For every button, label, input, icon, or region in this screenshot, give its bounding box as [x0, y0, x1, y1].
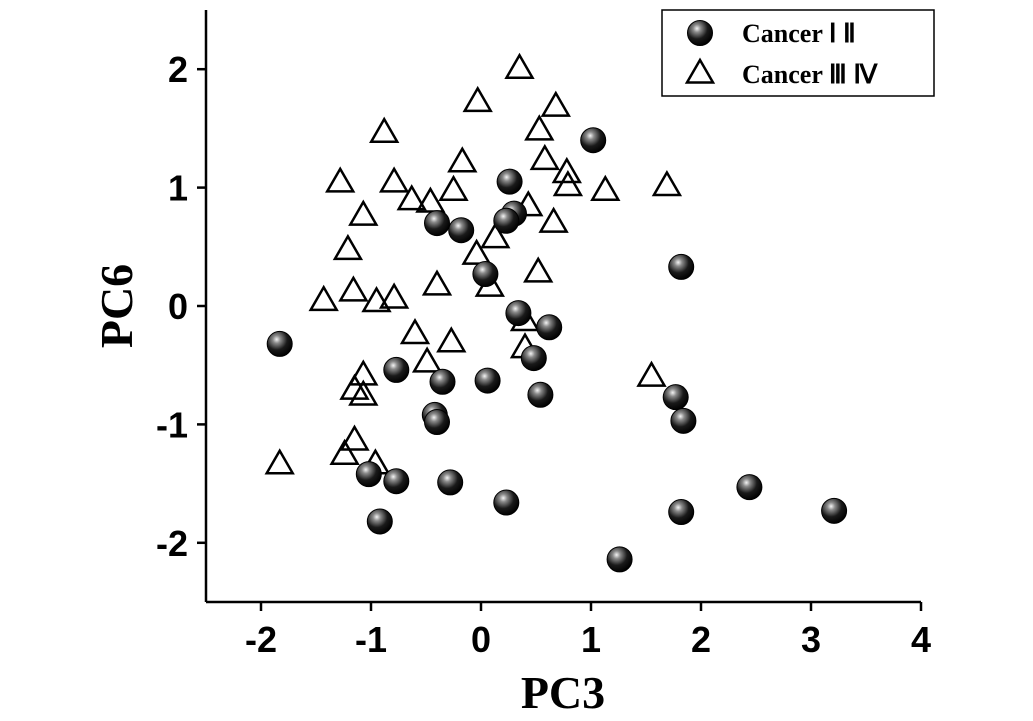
data-point-cancer-1-2: [424, 409, 450, 436]
data-point-cancer-3-4: [325, 166, 356, 193]
data-point-cancer-3-4: [438, 174, 469, 201]
data-point-cancer-1-2: [668, 499, 695, 526]
x-tick-label: -1: [355, 619, 387, 660]
data-point-cancer-1-2: [448, 217, 475, 244]
data-point-cancer-3-4: [332, 233, 364, 261]
data-point-cancer-3-4: [461, 238, 492, 265]
data-point-cancer-3-4: [339, 424, 370, 451]
data-point-cancer-3-4: [361, 285, 392, 313]
data-point-cancer-3-4: [552, 169, 584, 197]
y-tick-label: -2: [156, 523, 188, 564]
data-point-cancer-1-2: [437, 469, 464, 496]
x-tick-label: 0: [471, 619, 491, 660]
x-tick-label: 1: [581, 619, 601, 660]
data-point-cancer-3-4: [651, 169, 683, 197]
y-axis-title: PC6: [91, 264, 142, 348]
data-point-cancer-3-4: [348, 379, 379, 406]
data-point-cancer-1-2: [505, 300, 532, 327]
data-point-cancer-3-4: [378, 166, 410, 193]
data-point-cancer-3-4: [462, 85, 493, 113]
data-point-cancer-1-2: [493, 489, 520, 516]
data-point-cancer-3-4: [378, 282, 410, 309]
legend-marker-sphere: [687, 20, 713, 46]
data-point-cancer-1-2: [266, 330, 293, 357]
data-point-cancer-3-4: [504, 52, 535, 80]
x-tick-label: 4: [911, 619, 931, 660]
y-tick-label: -1: [156, 404, 188, 445]
data-point-cancer-3-4: [308, 284, 339, 312]
x-axis: -2 -1 0 1 2 3 4: [245, 602, 931, 660]
y-tick-label: 0: [168, 286, 188, 327]
data-point-cancer-3-4: [415, 186, 446, 213]
data-point-cancer-1-2: [580, 127, 607, 154]
data-point-cancer-1-2: [472, 261, 499, 288]
data-point-cancer-1-2: [424, 210, 450, 237]
data-point-cancer-3-4: [338, 275, 369, 302]
data-point-cancer-3-4: [524, 114, 555, 141]
x-tick-label: 3: [801, 619, 821, 660]
legend-triangle-marker: [684, 57, 716, 84]
data-point-cancer-3-4: [529, 143, 560, 171]
data-point-cancer-1-2: [821, 497, 848, 524]
data-point-cancer-3-4: [396, 184, 427, 211]
data-point-cancer-1-2: [536, 314, 563, 341]
data-point-cancer-1-2: [383, 356, 410, 383]
legend-marker-triangle: [684, 57, 716, 84]
x-tick-label: 2: [691, 619, 711, 660]
x-axis-title: PC3: [521, 667, 605, 718]
data-point-cancer-3-4: [523, 256, 554, 283]
data-point-cancer-3-4: [348, 199, 379, 226]
data-point-cancer-3-4: [399, 317, 431, 345]
data-point-cancer-1-2: [493, 207, 520, 234]
data-point-cancer-1-2: [662, 384, 689, 411]
data-point-cancer-1-2: [668, 253, 695, 280]
data-point-cancer-3-4: [480, 222, 511, 249]
legend: Cancer Ⅰ Ⅱ Cancer Ⅲ Ⅳ: [661, 9, 935, 97]
data-point-cancer-3-4: [264, 448, 295, 475]
y-axis: -2 -1 0 1 2: [156, 49, 206, 564]
data-point-cancer-3-4: [590, 174, 621, 201]
data-point-cancer-3-4: [538, 206, 569, 233]
data-point-cancer-3-4: [551, 156, 582, 184]
data-point-cancer-1-2: [520, 345, 547, 372]
data-point-cancer-3-4: [369, 116, 400, 143]
x-tick-label: -2: [245, 619, 277, 660]
data-point-cancer-3-4: [447, 146, 478, 173]
data-point-cancer-3-4: [540, 90, 571, 117]
legend-sphere-marker: [687, 20, 713, 46]
data-points: [264, 52, 848, 573]
y-tick-label: 1: [168, 168, 188, 209]
data-point-cancer-3-4: [636, 360, 667, 387]
data-point-cancer-1-2: [383, 468, 410, 495]
data-point-cancer-1-2: [429, 368, 456, 395]
data-point-cancer-1-2: [474, 367, 501, 394]
data-point-cancer-3-4: [329, 438, 360, 465]
data-point-cancer-1-2: [527, 381, 554, 408]
data-point-cancer-3-4: [421, 269, 453, 296]
data-point-cancer-1-2: [366, 508, 393, 535]
data-point-cancer-1-2: [736, 474, 763, 501]
data-point-cancer-1-2: [355, 461, 382, 488]
data-point-cancer-1-2: [606, 546, 633, 573]
data-point-cancer-1-2: [670, 407, 697, 434]
data-point-cancer-3-4: [436, 326, 467, 353]
y-tick-label: 2: [168, 49, 188, 90]
legend-label-cancer-3-4: Cancer Ⅲ Ⅳ: [742, 60, 878, 89]
data-point-cancer-1-2: [496, 168, 523, 195]
data-point-cancer-3-4: [411, 346, 443, 373]
legend-label-cancer-1-2: Cancer Ⅰ Ⅱ: [742, 19, 856, 48]
